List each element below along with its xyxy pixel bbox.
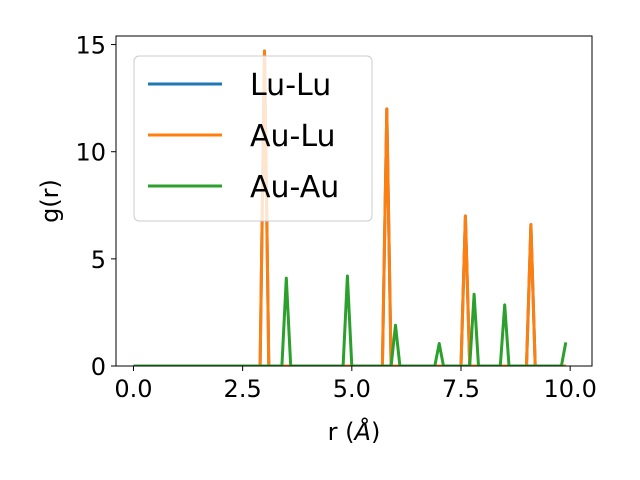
x-axis: 0.0 2.5 5.0 7.5 10.0 xyxy=(114,366,597,403)
y-axis-label: g(r) xyxy=(36,179,64,223)
x-tick-label: 0.0 xyxy=(114,375,152,403)
y-tick-label: 0 xyxy=(91,353,106,381)
x-tick-label: 10.0 xyxy=(543,375,596,403)
x-axis-label-unit: Å xyxy=(353,417,371,446)
y-axis: 0 5 10 15 xyxy=(75,32,116,381)
legend-label-au-au: Au-Au xyxy=(250,170,339,205)
y-tick-label: 5 xyxy=(91,246,106,274)
x-tick-label: 7.5 xyxy=(442,375,480,403)
x-tick-label: 5.0 xyxy=(333,375,371,403)
legend-box xyxy=(133,55,373,222)
legend-label-lu-lu: Lu-Lu xyxy=(250,68,331,103)
legend-label-au-lu: Au-Lu xyxy=(250,119,336,154)
y-tick-label: 15 xyxy=(75,32,106,60)
x-axis-label: r (Å) xyxy=(328,417,381,446)
series-line-au-au xyxy=(133,274,568,366)
legend: Lu-Lu Au-Lu Au-Au xyxy=(133,55,373,222)
y-tick-label: 10 xyxy=(75,139,106,167)
plot-frame xyxy=(115,35,593,367)
x-tick-label: 2.5 xyxy=(224,375,262,403)
